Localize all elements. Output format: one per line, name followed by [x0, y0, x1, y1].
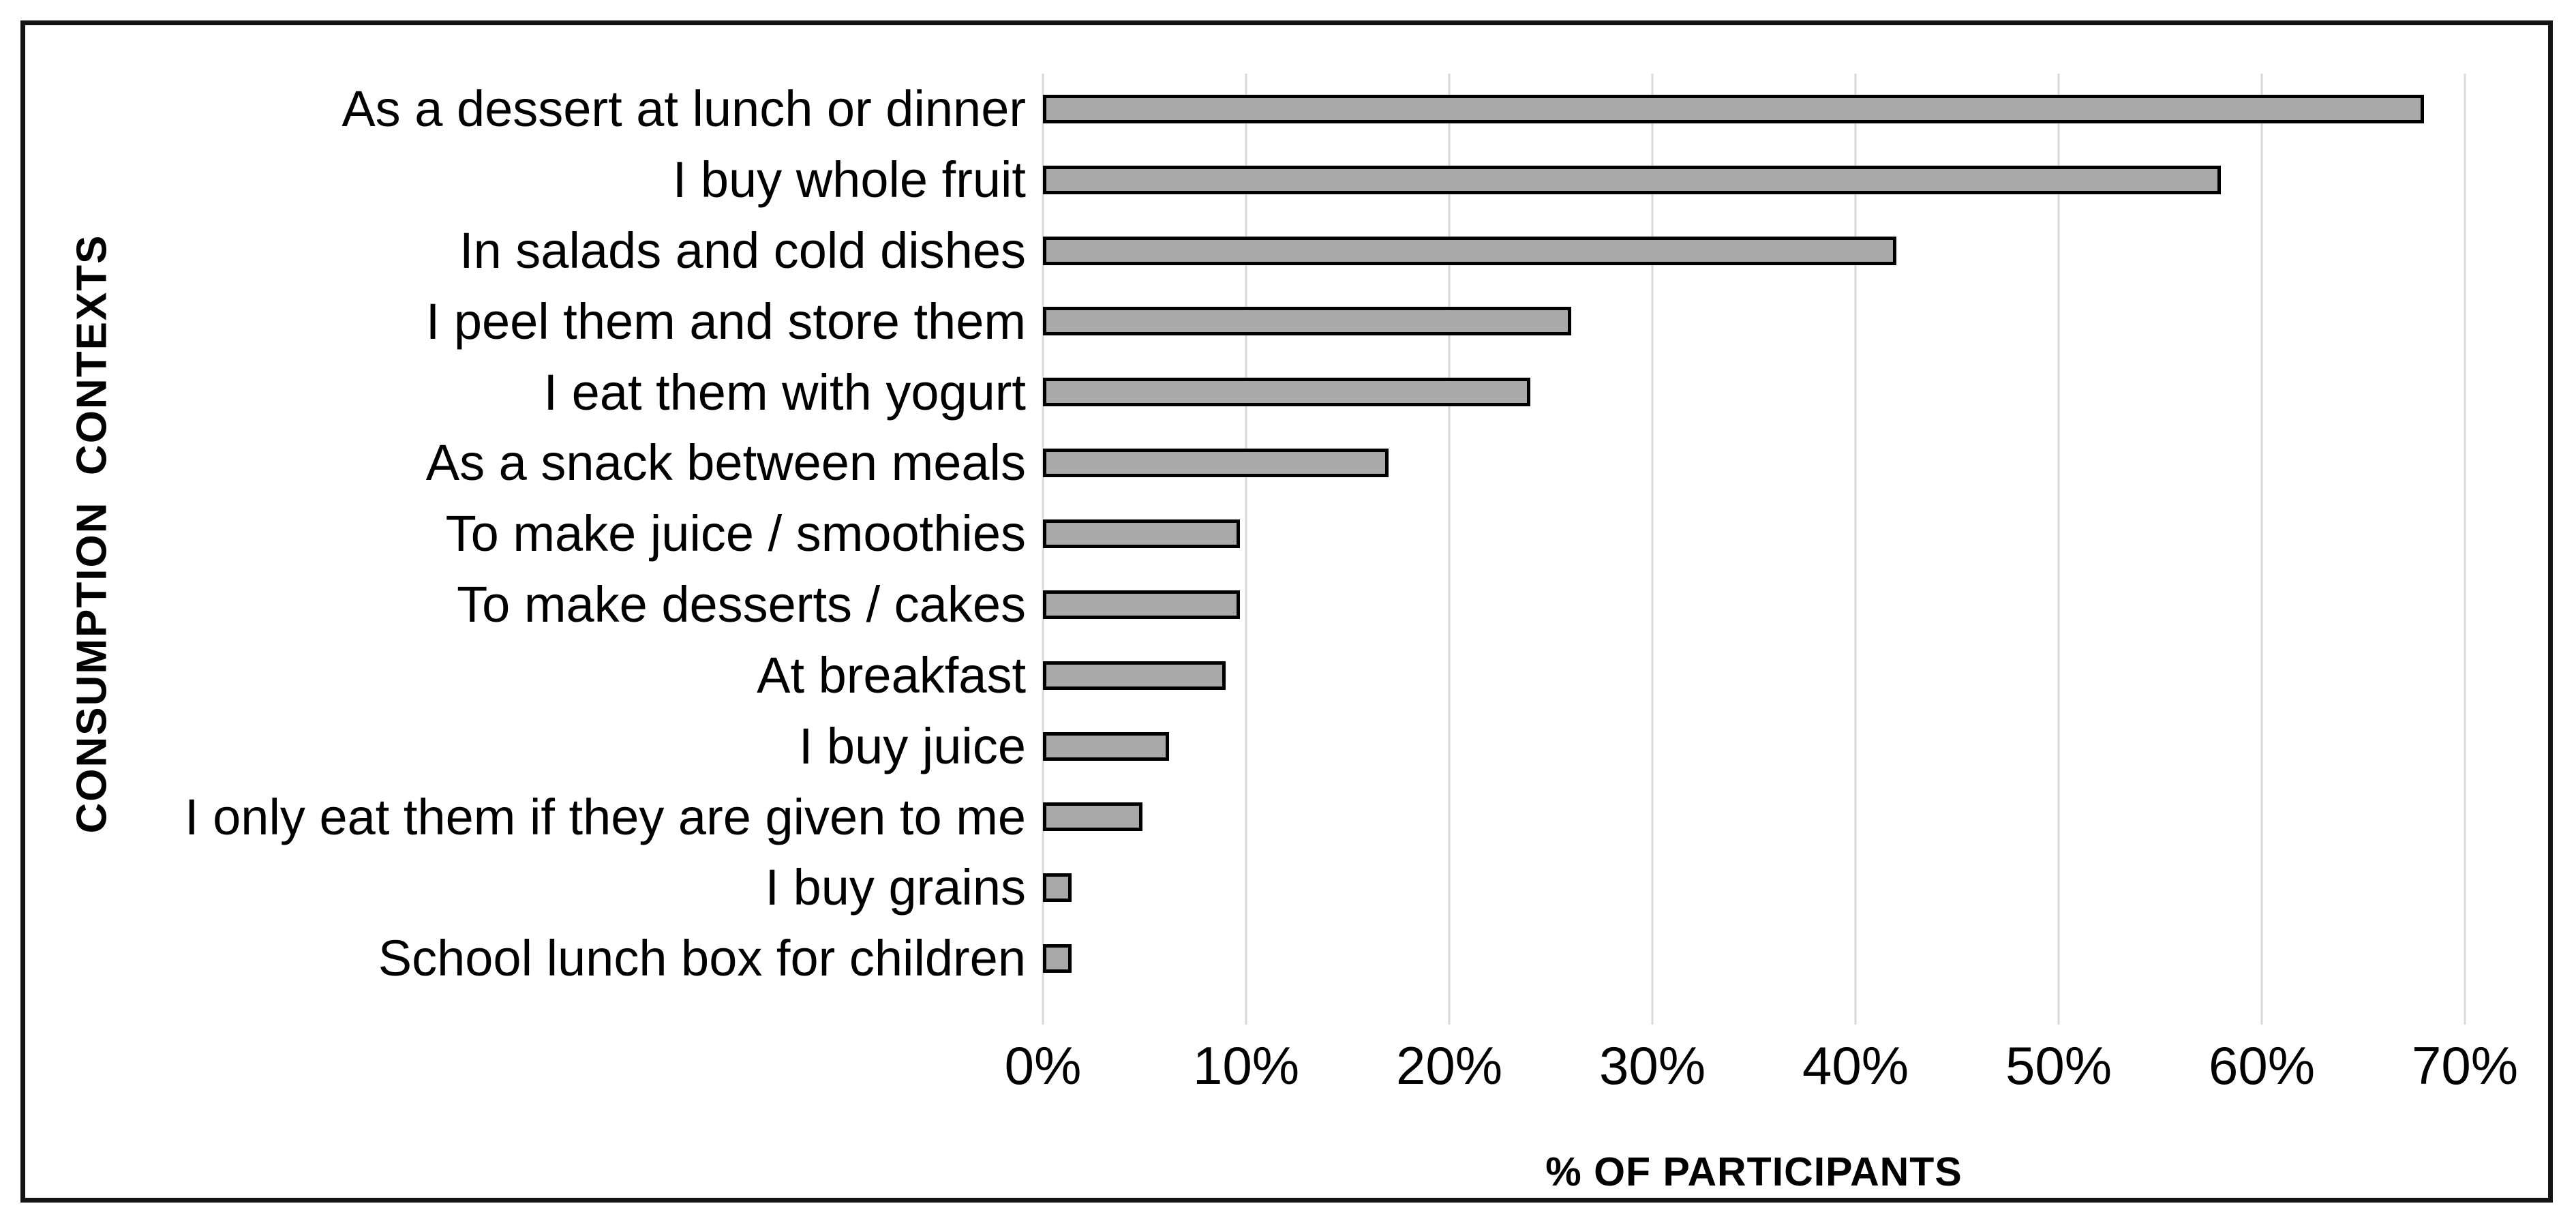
category-label: School lunch box for children: [378, 930, 1026, 987]
bar-2: [1043, 165, 2222, 194]
category-label: I only eat them if they are given to me: [185, 788, 1026, 845]
x-tick-label: 0%: [1004, 1036, 1082, 1096]
bar-row: [1043, 569, 2465, 640]
bar-row: [1043, 923, 2465, 994]
bar-12: [1043, 873, 1072, 903]
bar-7: [1043, 519, 1241, 548]
category-axis-labels: As a dessert at lunch or dinner I buy who…: [42, 74, 1026, 994]
bar-row: [1043, 357, 2465, 427]
bar-6: [1043, 449, 1389, 478]
bar-row: [1043, 215, 2465, 286]
plot-area: [1042, 74, 2466, 1025]
bar-row: [1043, 286, 2465, 357]
gridline-50: [2057, 74, 2060, 1025]
category-label: In salads and cold dishes: [459, 222, 1026, 279]
category-label: I buy whole fruit: [672, 151, 1026, 209]
x-axis-title: % OF PARTICIPANTS: [1545, 1149, 1963, 1194]
bar-5: [1043, 378, 1531, 407]
bar-1: [1043, 94, 2425, 123]
category-label: I peel them and store them: [425, 292, 1026, 350]
x-tick-label: 70%: [2411, 1036, 2519, 1096]
bar-row: [1043, 498, 2465, 569]
bar-row: [1043, 711, 2465, 782]
x-tick-label: 60%: [2208, 1036, 2316, 1096]
bar-11: [1043, 802, 1143, 832]
category-label: As a snack between meals: [425, 434, 1026, 492]
bar-row: [1043, 852, 2465, 923]
x-tick-label: 50%: [2005, 1036, 2112, 1096]
chart-frame: CONSUMPTION CONTEXTS As a dessert at lun…: [20, 20, 2553, 1203]
category-label: To make juice / smoothies: [445, 505, 1026, 562]
bar-9: [1043, 661, 1226, 690]
category-label: At breakfast: [757, 646, 1026, 704]
bars-layer: [1043, 74, 2465, 994]
bar-8: [1043, 590, 1241, 619]
x-tick-label: 40%: [1802, 1036, 1909, 1096]
bar-row: [1043, 781, 2465, 852]
bar-13: [1043, 944, 1072, 973]
gridline-70: [2464, 74, 2466, 1025]
bar-row: [1043, 74, 2465, 145]
bar-row: [1043, 427, 2465, 498]
gridline-10: [1245, 74, 1247, 1025]
category-label: To make desserts / cakes: [457, 576, 1026, 633]
gridline-0: [1042, 74, 1044, 1025]
x-tick-label: 20%: [1395, 1036, 1503, 1096]
x-axis-tick-labels: 0% 10% 20% 30% 40% 50% 60% 70%: [1005, 1035, 2518, 1103]
category-label: I eat them with yogurt: [543, 363, 1026, 421]
x-tick-label: 30%: [1598, 1036, 1706, 1096]
gridline-60: [2260, 74, 2263, 1025]
bar-3: [1043, 236, 1896, 265]
bar-10: [1043, 731, 1169, 761]
bar-row: [1043, 145, 2465, 215]
category-label: I buy grains: [765, 859, 1026, 916]
bar-4: [1043, 307, 1571, 336]
category-label: I buy juice: [798, 717, 1026, 774]
gridline-20: [1448, 74, 1451, 1025]
gridline-30: [1651, 74, 1654, 1025]
bar-row: [1043, 640, 2465, 711]
category-label: As a dessert at lunch or dinner: [342, 80, 1026, 138]
gridline-40: [1854, 74, 1857, 1025]
x-tick-label: 10%: [1192, 1036, 1300, 1096]
